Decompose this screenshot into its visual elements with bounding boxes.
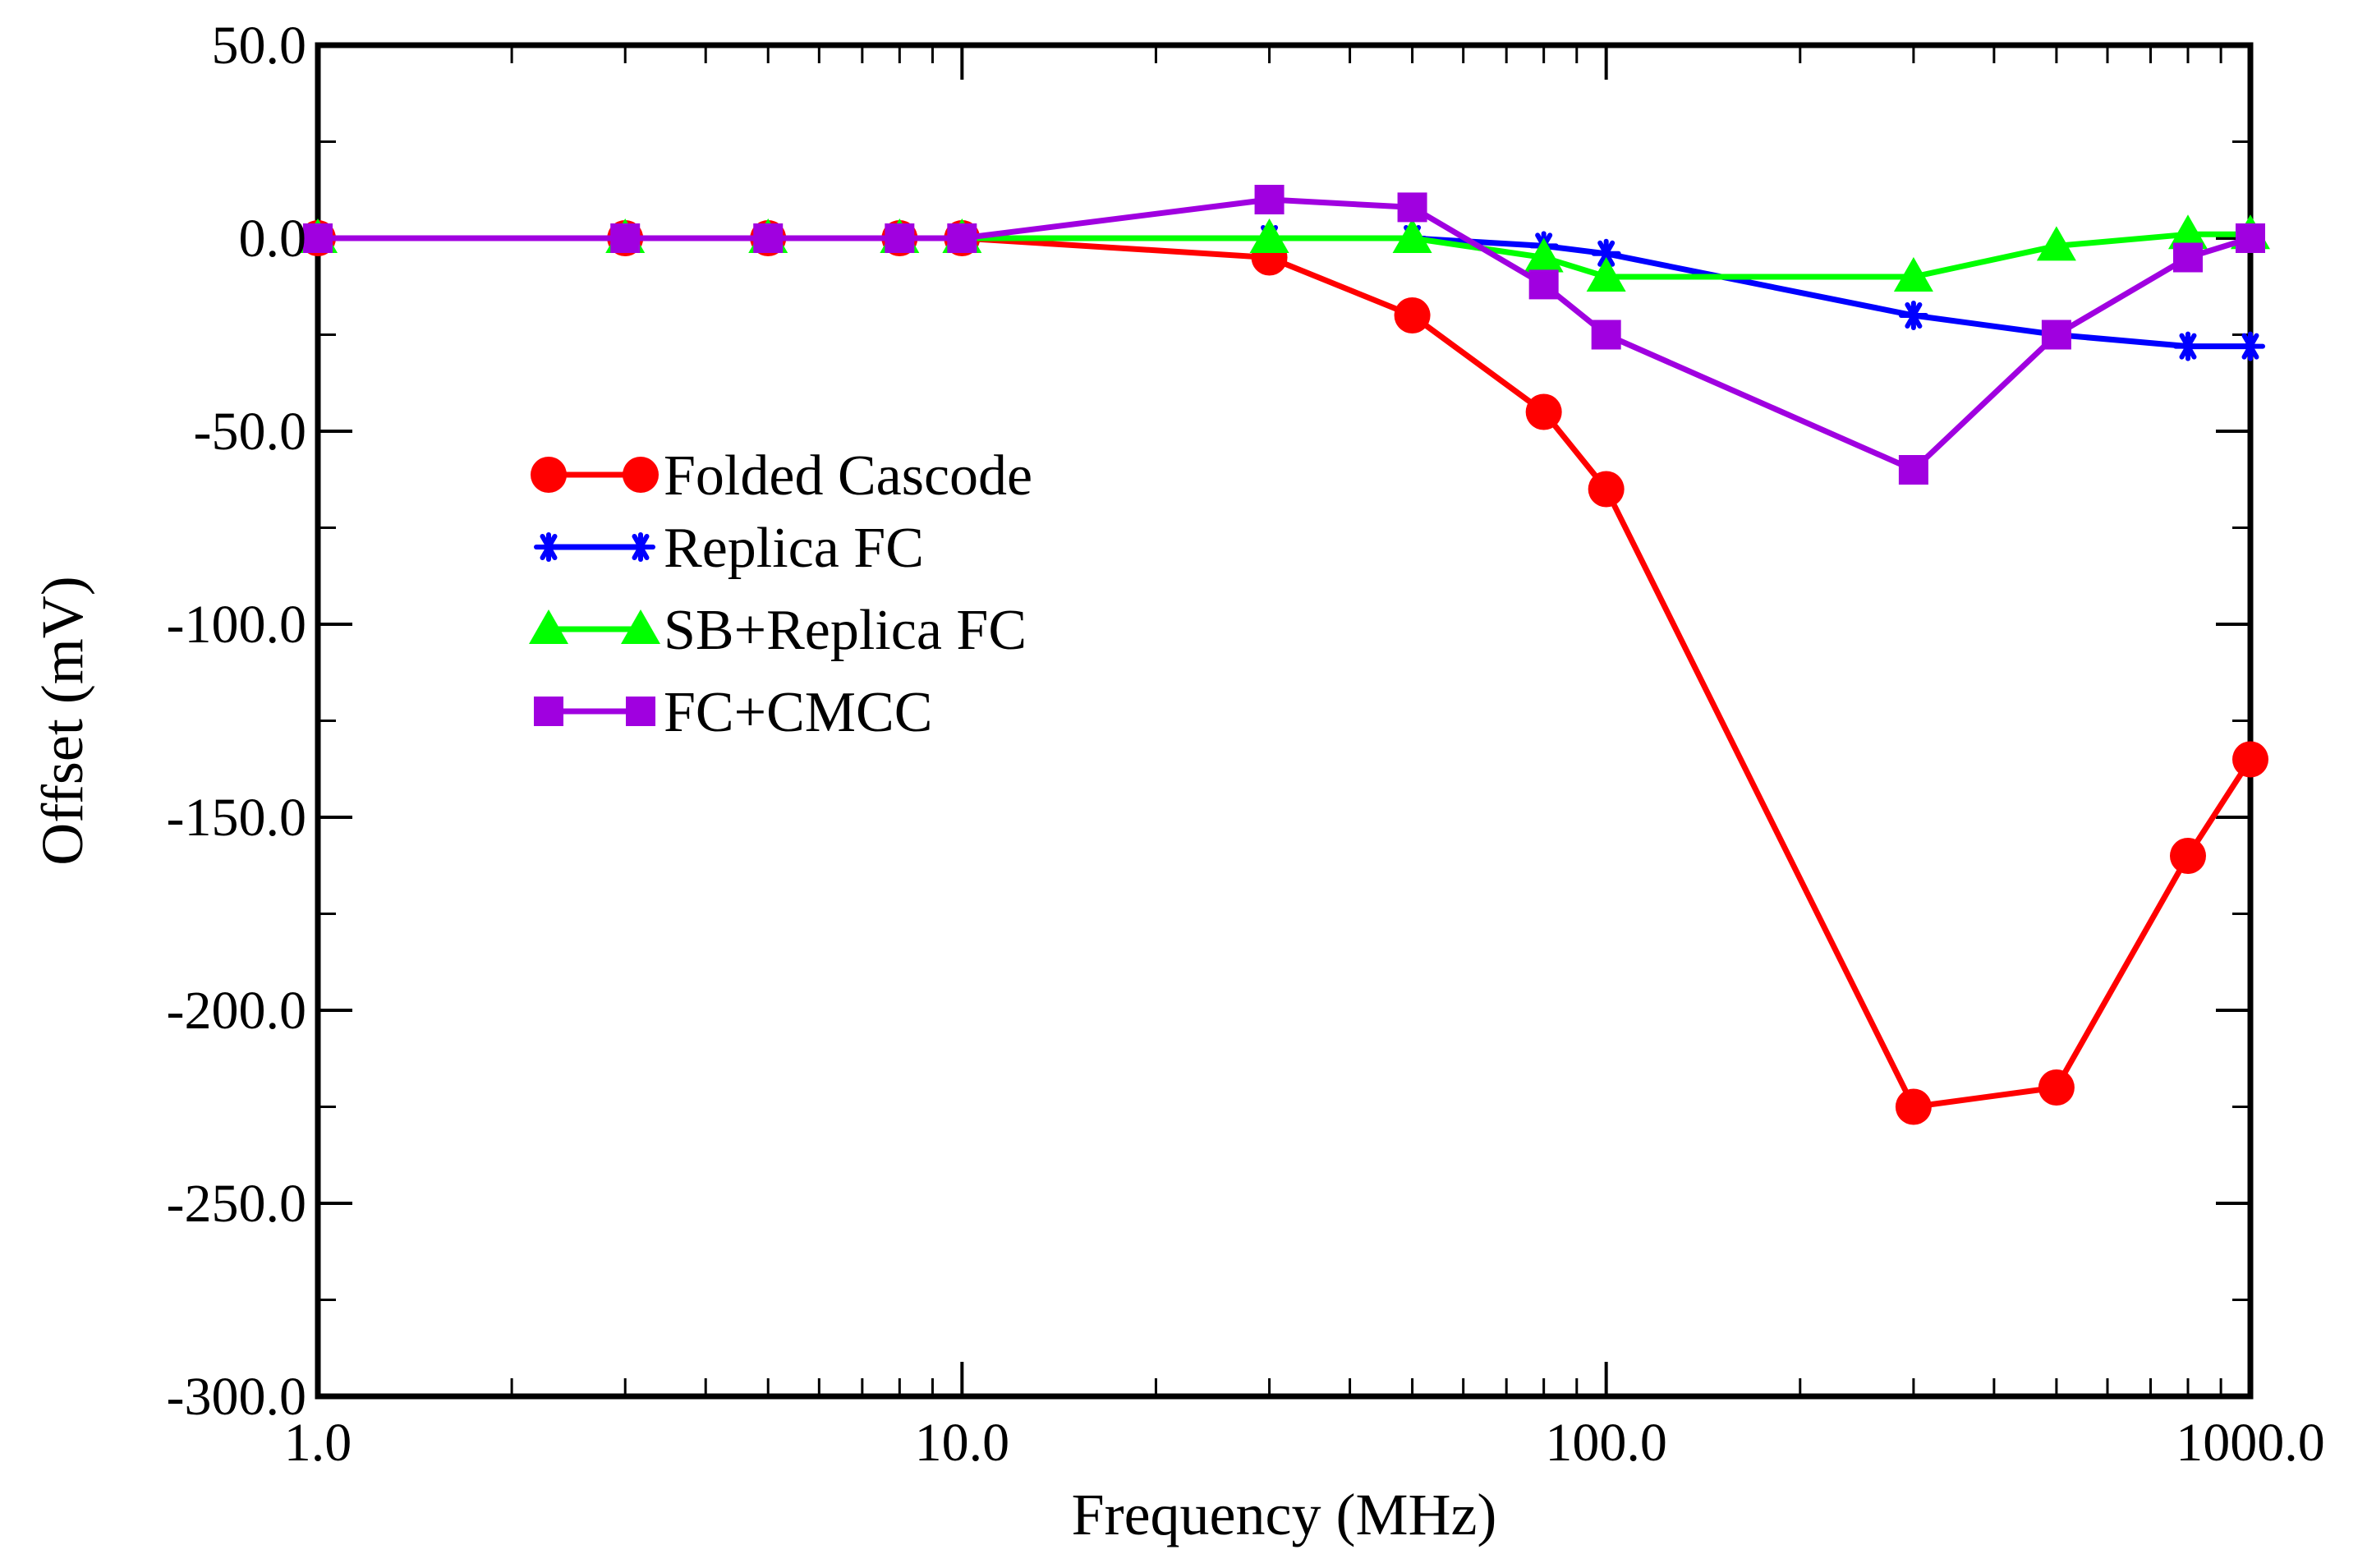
series-folded-cascode (300, 220, 2268, 1125)
data-point (753, 223, 784, 253)
legend-marker-start (531, 457, 567, 493)
data-point (1893, 257, 1933, 292)
data-point (2167, 214, 2208, 250)
data-point (1528, 269, 1559, 300)
legend-marker-start (529, 609, 568, 644)
data-point (1895, 1088, 1932, 1125)
y-tick-label: -300.0 (167, 1367, 306, 1427)
data-point (610, 223, 641, 253)
data-point (1254, 185, 1285, 214)
x-tick-label: 1.0 (284, 1413, 352, 1473)
legend-label: FC+CMCC (664, 681, 932, 744)
data-point (2172, 242, 2203, 273)
data-point (2172, 331, 2203, 361)
legend-item: Replica FC (534, 517, 924, 580)
x-tick-label: 100.0 (1545, 1413, 1667, 1473)
legend-marker-end (623, 457, 659, 493)
series-line (318, 235, 2253, 1110)
data-point (1394, 297, 1431, 333)
data-point (2232, 741, 2268, 778)
y-tick-label: -150.0 (167, 788, 306, 848)
data-point (2236, 331, 2265, 361)
legend-label: Folded Cascode (664, 444, 1032, 508)
y-tick-label: -50.0 (194, 402, 306, 462)
tick-labels: 1.0 10.0 100.0 1000.0 50.0 0.0 -50.0 -100.0 -150… (167, 16, 2325, 1473)
data-point (1591, 238, 1621, 269)
legend-marker-start (534, 697, 563, 726)
y-tick-label: 0.0 (239, 209, 307, 269)
x-axis-title: Frequency (MHz) (1072, 1482, 1497, 1547)
legend-marker-start (534, 532, 563, 562)
data-point (303, 223, 333, 253)
data-point (2236, 223, 2265, 253)
data-point (2038, 1069, 2075, 1106)
y-tick-label: -100.0 (167, 595, 306, 655)
series-fc-cmcc (303, 185, 2265, 485)
data-point (1586, 257, 1626, 292)
data-point (1249, 218, 1289, 253)
legend-item: FC+CMCC (534, 681, 932, 744)
data-point (1524, 237, 1564, 273)
y-tick-label: -250.0 (167, 1174, 306, 1234)
y-axis-title: Offset (mV) (30, 576, 95, 866)
legend-label: SB+Replica FC (664, 599, 1027, 662)
data-point (2041, 320, 2071, 350)
data-point (1898, 301, 1928, 330)
data-point (947, 223, 977, 253)
x-tick-label: 1000.0 (2176, 1413, 2325, 1473)
data-point (2036, 226, 2076, 261)
data-point (1392, 218, 1432, 253)
y-tick-label: -200.0 (167, 981, 306, 1041)
data-point (1397, 192, 1427, 223)
data-point (1591, 320, 1621, 350)
data-point (1588, 471, 1625, 508)
data-point (885, 223, 915, 253)
legend: Folded Cascode Replica FC SB+Replica FC FC+… (529, 444, 1032, 744)
data-point (2169, 838, 2206, 874)
legend-marker-end (626, 697, 655, 726)
minor-ticks (318, 45, 2250, 1396)
series-layer (298, 185, 2270, 1125)
legend-item: Folded Cascode (531, 444, 1032, 508)
data-point (1898, 455, 1928, 485)
legend-marker-end (621, 609, 660, 644)
y-tick-label: 50.0 (212, 16, 307, 76)
legend-marker-end (626, 532, 655, 562)
x-tick-label: 10.0 (915, 1413, 1010, 1473)
legend-label: Replica FC (664, 517, 924, 580)
data-point (1525, 393, 1562, 430)
legend-item: SB+Replica FC (529, 599, 1027, 662)
